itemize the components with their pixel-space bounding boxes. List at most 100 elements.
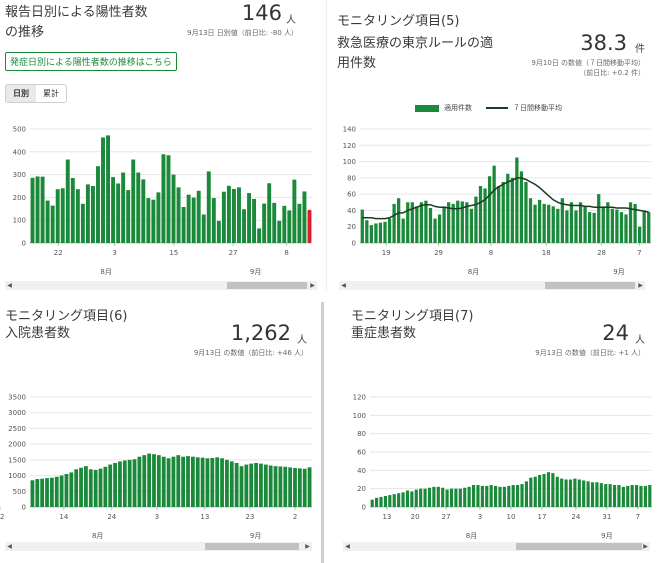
bar — [485, 485, 489, 507]
bar — [560, 478, 564, 507]
bar — [478, 186, 483, 243]
bar — [186, 194, 191, 243]
bar — [166, 458, 171, 507]
card-title-line2: 重症患者数 — [351, 326, 417, 341]
bar — [231, 188, 236, 243]
scroll-right-icon[interactable]: ▶ — [305, 543, 310, 550]
bar — [463, 487, 467, 507]
chart-scrollbar[interactable]: ◀ ▶ — [5, 542, 312, 551]
severe-card: モニタリング項目(7) 重症患者数 24 人 9月13日 の数値（前日比: +1… — [335, 302, 659, 563]
scroll-left-icon[interactable]: ◀ — [345, 543, 350, 550]
chart-scrollbar[interactable]: ◀ ▶ — [5, 281, 317, 290]
bar — [497, 186, 501, 243]
bar — [287, 210, 292, 243]
bar — [267, 183, 272, 243]
month-label: 9月 — [613, 268, 624, 276]
x-tick-label: 3 — [112, 249, 116, 257]
bar — [268, 465, 273, 507]
bar — [234, 463, 239, 507]
divider — [321, 302, 324, 563]
card-title: モニタリング項目(5) — [337, 14, 460, 29]
scroll-right-icon[interactable]: ▶ — [638, 282, 643, 289]
x-tick-label: 17 — [538, 513, 547, 521]
bar — [568, 479, 573, 507]
x-tick-label: 12 — [0, 513, 4, 521]
positives-bar-chart: 0 100 200 300 400 500 22 3 15 27 8 8月 9月 — [13, 126, 312, 276]
bar — [642, 210, 646, 243]
toggle-daily-button[interactable]: 日別 — [6, 85, 36, 102]
bar — [152, 454, 156, 507]
bar — [388, 495, 392, 507]
chart-scrollbar[interactable]: ◀ ▶ — [343, 542, 650, 551]
headline-unit: 人 — [635, 335, 645, 346]
bar — [441, 487, 445, 507]
legend-line-label: ７日間移動平均 — [513, 104, 562, 112]
month-label: 8月 — [100, 268, 111, 276]
card-title: モニタリング項目(7) — [351, 309, 474, 324]
bar — [215, 457, 220, 507]
scrollbar-thumb[interactable] — [205, 543, 299, 550]
bar — [587, 212, 592, 243]
bar — [60, 188, 65, 243]
bar — [424, 200, 428, 243]
scrollbar-thumb[interactable] — [545, 282, 635, 289]
bar — [542, 203, 546, 243]
bar — [511, 485, 515, 507]
bar — [597, 194, 601, 243]
bar — [610, 208, 614, 243]
bar — [617, 485, 621, 507]
bar — [498, 486, 502, 507]
bar — [186, 456, 190, 507]
headline-note-change: （前日比: +0.2 件） — [579, 69, 645, 77]
bar — [365, 220, 369, 243]
bar — [176, 187, 181, 243]
x-tick-label: 27 — [229, 249, 238, 257]
emergency-bar-chart: 0 20 40 60 80 100 120 140 19 29 8 18 28 7 8月 9月 — [343, 126, 651, 276]
y-tick-label: 40 — [347, 207, 356, 215]
y-tick-label: 1000 — [8, 472, 26, 480]
scroll-left-icon[interactable]: ◀ — [7, 282, 12, 289]
bar — [538, 474, 542, 507]
bar — [288, 467, 293, 507]
toggle-cumulative-button[interactable]: 累計 — [36, 85, 66, 102]
bar — [360, 209, 364, 243]
bar — [401, 492, 405, 507]
bar — [537, 199, 542, 243]
bar — [171, 456, 176, 507]
x-tick-label: 24 — [107, 513, 116, 521]
scroll-left-icon[interactable]: ◀ — [341, 282, 346, 289]
legend-bar-swatch — [415, 104, 439, 112]
card-title-line2: の推移 — [5, 25, 45, 40]
y-tick-label: 60 — [347, 191, 356, 199]
bar — [493, 485, 498, 507]
bar — [35, 479, 40, 507]
bar — [196, 190, 201, 243]
bar — [85, 184, 90, 243]
bar — [606, 202, 610, 243]
bar — [247, 193, 252, 243]
bar — [502, 486, 506, 507]
bar — [573, 478, 577, 507]
x-tick-label: 15 — [169, 249, 178, 257]
onset-date-link-button[interactable]: 発症日別による陽性者数の推移はこちら — [5, 52, 177, 71]
bar — [126, 190, 131, 243]
scroll-right-icon[interactable]: ▶ — [310, 282, 315, 289]
scroll-left-icon[interactable]: ◀ — [7, 543, 12, 550]
bar — [506, 173, 510, 243]
chart-scrollbar[interactable]: ◀ ▶ — [339, 281, 645, 290]
bar — [55, 189, 60, 243]
bar — [529, 477, 533, 507]
x-tick-label: 23 — [245, 513, 254, 521]
bar — [79, 467, 83, 507]
bar — [292, 179, 297, 243]
scrollbar-thumb[interactable] — [516, 543, 642, 550]
bar — [456, 200, 460, 243]
headline-unit: 件 — [635, 44, 645, 55]
bar — [406, 202, 410, 243]
scroll-right-icon[interactable]: ▶ — [643, 543, 648, 550]
bar — [648, 485, 652, 507]
scrollbar-thumb[interactable] — [227, 282, 307, 289]
y-tick-label: 3000 — [8, 409, 26, 417]
bar — [80, 203, 85, 243]
bar — [427, 487, 432, 507]
